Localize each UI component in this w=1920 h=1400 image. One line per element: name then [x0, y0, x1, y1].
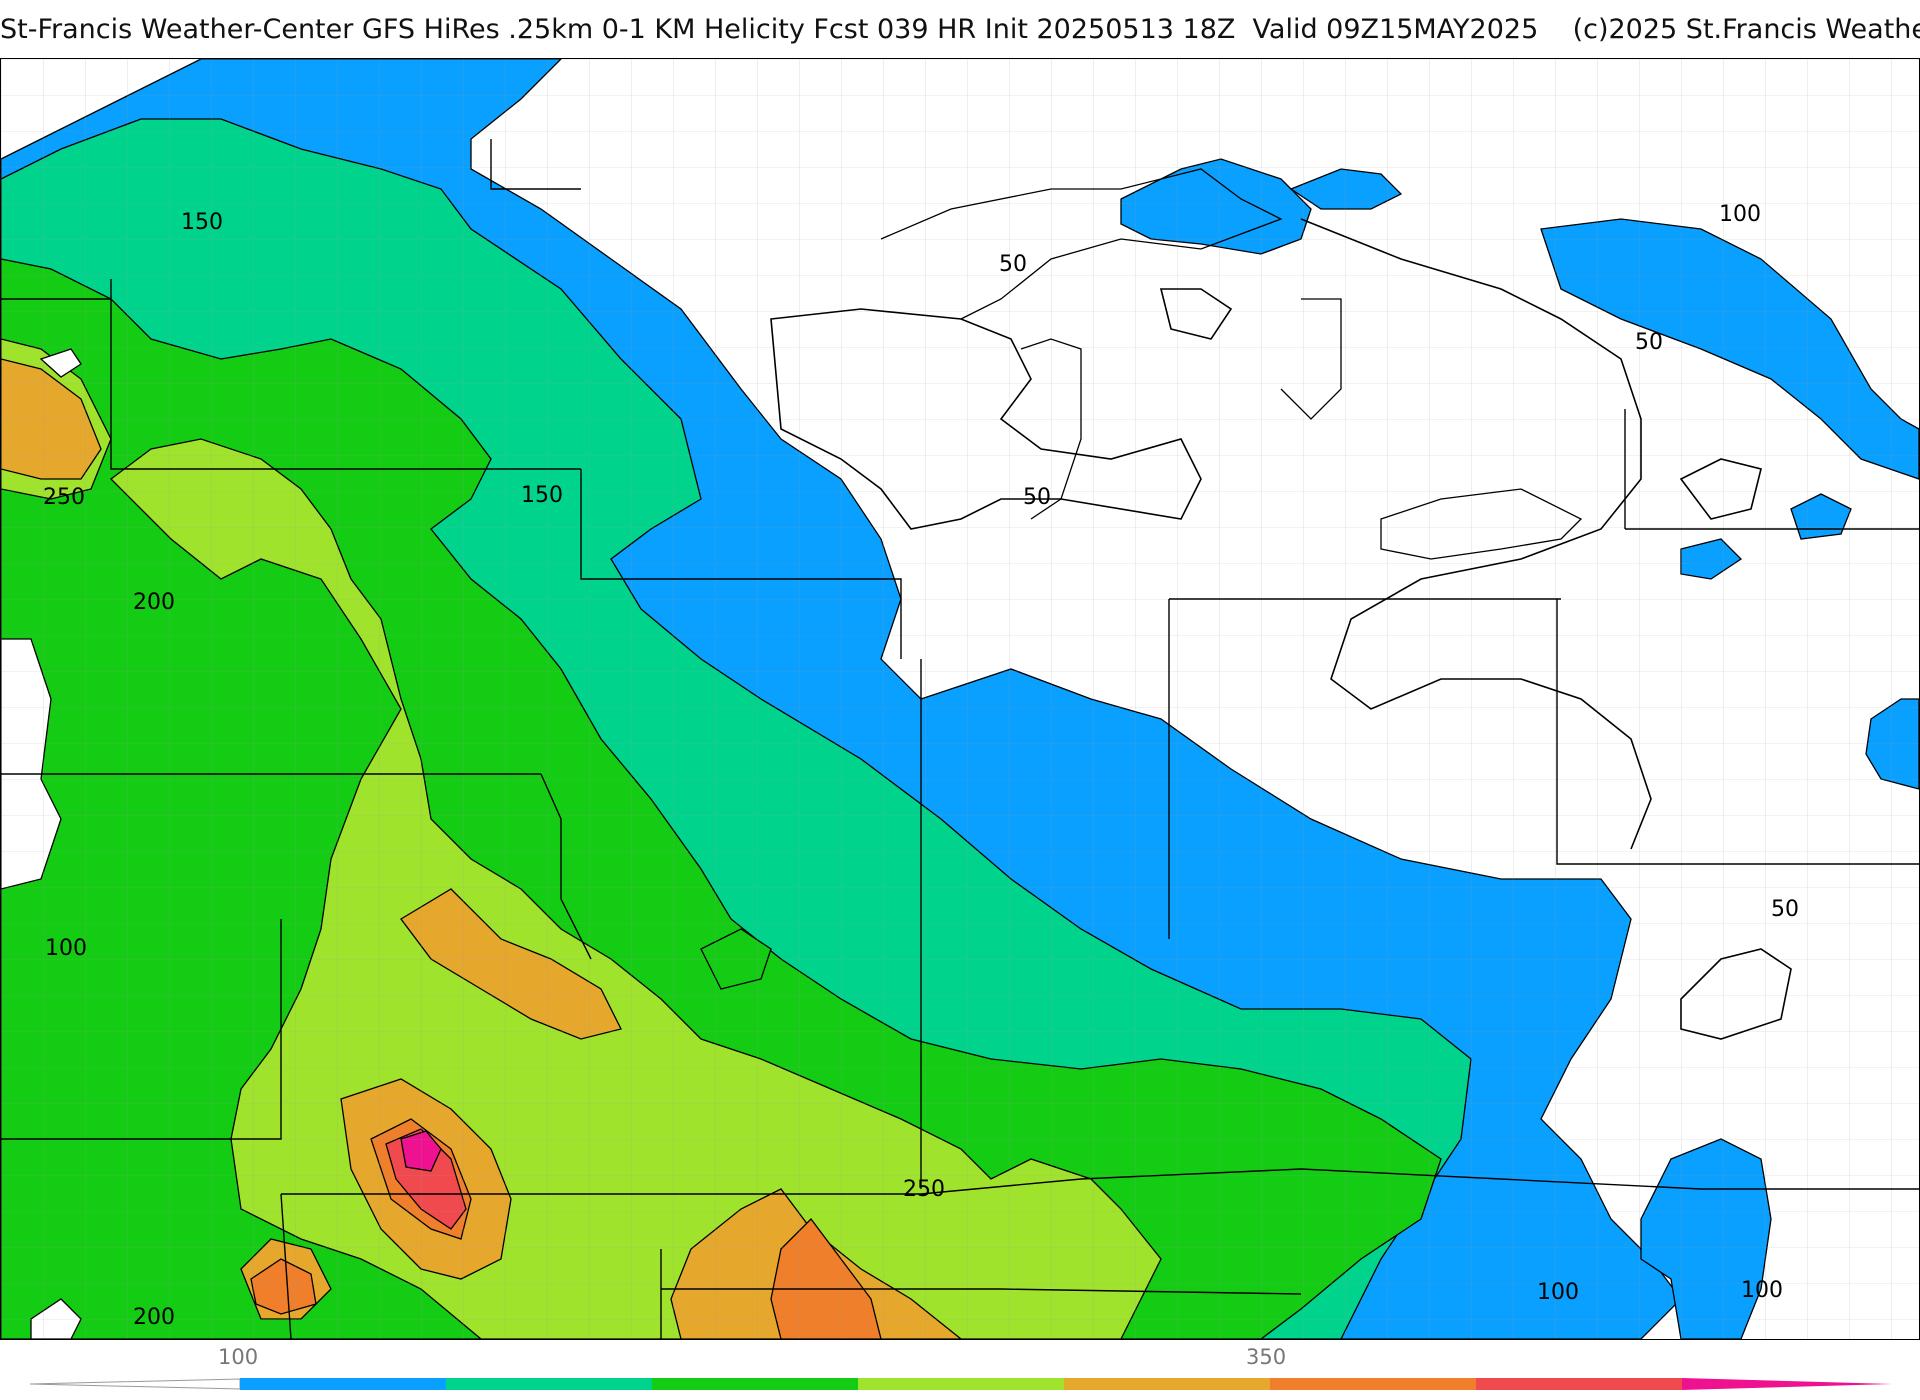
contour-label: 150: [521, 483, 563, 508]
contour-50-ne: [1300, 218, 1652, 850]
colorbar: [30, 1378, 1892, 1390]
contour-label: 200: [133, 1305, 175, 1330]
colorbar-segment: [1064, 1378, 1271, 1390]
colorbar-segment: [240, 1378, 447, 1390]
colorbar-high-arrow: [1682, 1378, 1892, 1390]
colorbar-segment: [652, 1378, 859, 1390]
helicity-map: 150 250 150 200 100 200 50 50 100 50 50 …: [1, 59, 1919, 1339]
contour-50-ne2: [1679, 458, 1762, 520]
contour-label: 200: [133, 590, 175, 615]
contour-label-group: 150 250 150 200 100 200 50 50 100 50 50 …: [43, 202, 1799, 1330]
contour-50-n: [770, 308, 1202, 530]
colorbar-low-arrow: [30, 1378, 241, 1390]
colorbar-segment: [1270, 1378, 1477, 1390]
contour-label: 100: [1741, 1278, 1783, 1303]
colorbar-segment: [858, 1378, 1065, 1390]
map-panel: 150 250 150 200 100 200 50 50 100 50 50 …: [0, 58, 1920, 1340]
colorbar-label: 100: [218, 1345, 259, 1369]
contour-label: 150: [181, 210, 223, 235]
map-title: St-Francis Weather-Center GFS HiRes .25k…: [0, 14, 1920, 45]
colorbar-segment: [1476, 1378, 1683, 1390]
contour-label: 100: [1537, 1280, 1579, 1305]
state-borders: [1, 139, 1919, 1339]
colorbar-label: 350: [1246, 1345, 1287, 1369]
contour-label: 100: [45, 936, 87, 961]
contour-label: 250: [903, 1177, 945, 1202]
contour-label: 250: [43, 485, 85, 510]
colorbar-segment: [446, 1378, 653, 1390]
contour-label: 50: [1023, 485, 1051, 510]
contour-50-c: [1159, 288, 1233, 340]
contour-50-e: [1680, 948, 1792, 1040]
county-grid: [1, 59, 1919, 1339]
contour-label: 50: [1771, 897, 1799, 922]
contour-label: 50: [1635, 330, 1663, 355]
contour-label: 100: [1719, 202, 1761, 227]
contour-label: 50: [999, 252, 1027, 277]
great-lakes-outline: [880, 168, 1583, 560]
colorbar-segments: [240, 1378, 1683, 1390]
